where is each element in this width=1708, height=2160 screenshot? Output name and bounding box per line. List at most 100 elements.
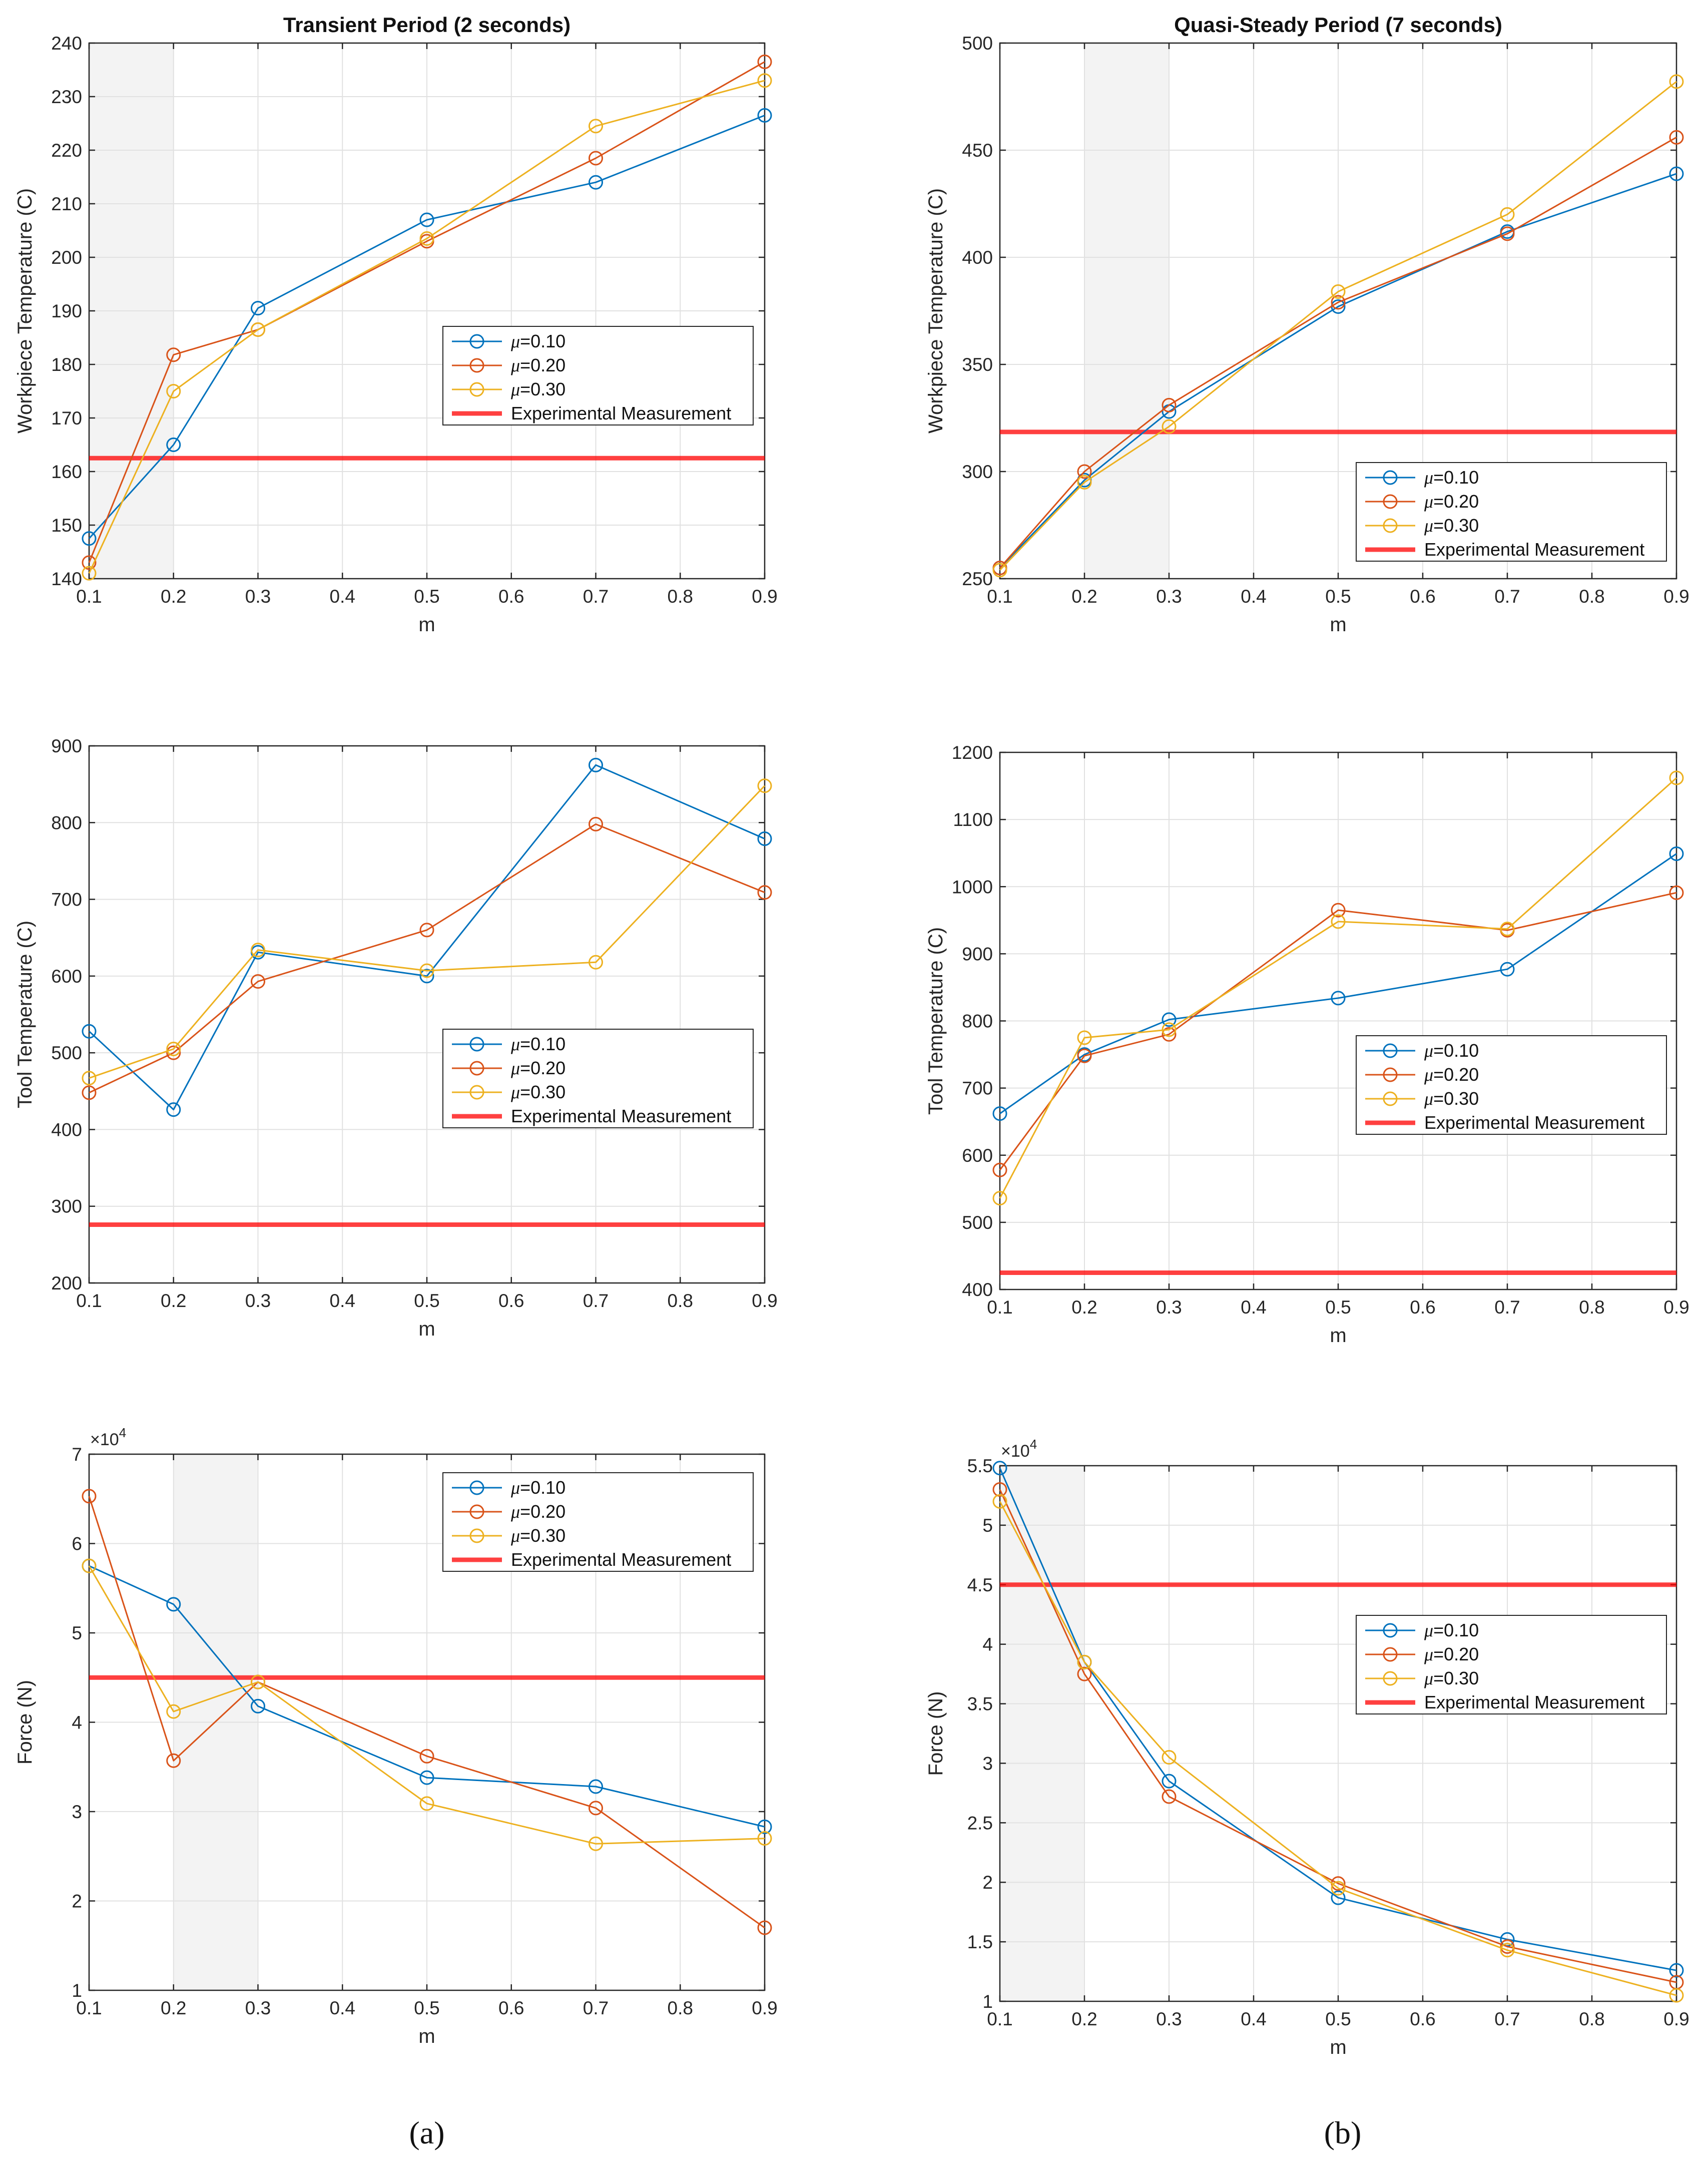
data-point bbox=[1500, 207, 1515, 222]
data-point bbox=[1331, 284, 1346, 299]
data-point bbox=[1669, 130, 1684, 145]
data-point bbox=[82, 1085, 97, 1100]
legend-marker bbox=[469, 1480, 484, 1495]
data-point bbox=[757, 108, 772, 123]
x-tick-label: 0.8 bbox=[1579, 1297, 1604, 1318]
data-point bbox=[757, 885, 772, 900]
legend-marker bbox=[469, 1528, 484, 1543]
legend-marker bbox=[1383, 494, 1398, 509]
x-tick-label: 0.9 bbox=[752, 1998, 777, 2018]
data-point bbox=[166, 384, 181, 398]
series-line bbox=[999, 777, 1677, 1199]
y-tick-label: 1.5 bbox=[967, 1932, 993, 1952]
y-tick-label: 1 bbox=[982, 1991, 993, 2012]
y-tick-label: 600 bbox=[51, 966, 82, 987]
data-point bbox=[757, 778, 772, 793]
data-point bbox=[251, 1674, 265, 1689]
legend-marker bbox=[469, 1061, 484, 1076]
legend-mu-value: =0.10 bbox=[1433, 1620, 1479, 1640]
y-tick-label: 1100 bbox=[953, 809, 993, 830]
data-point bbox=[1162, 1012, 1177, 1027]
data-point bbox=[1162, 1774, 1177, 1789]
y-tick-label: 3 bbox=[982, 1753, 993, 1774]
data-point bbox=[1162, 1022, 1177, 1037]
legend-box bbox=[442, 1029, 754, 1128]
data-point bbox=[757, 1819, 772, 1834]
y-tick-label: 2 bbox=[72, 1891, 82, 1912]
x-tick-label: 0.5 bbox=[414, 586, 439, 607]
y-axis-label: Tool Temperature (C) bbox=[14, 921, 36, 1108]
y-tick-label: 240 bbox=[51, 33, 82, 54]
data-point bbox=[419, 1749, 434, 1764]
data-point bbox=[1500, 962, 1515, 977]
data-point bbox=[251, 943, 265, 958]
legend-mu-symbol: μ bbox=[1424, 1668, 1433, 1688]
x-tick-label: 0.6 bbox=[1410, 586, 1435, 607]
y-tick-label: 4 bbox=[72, 1712, 82, 1733]
x-tick-label: 0.9 bbox=[752, 586, 777, 607]
x-axis-label: m bbox=[418, 2025, 435, 2047]
legend-box bbox=[442, 326, 754, 425]
x-tick-label: 0.4 bbox=[1241, 1297, 1266, 1318]
legend-marker bbox=[469, 358, 484, 373]
data-point bbox=[589, 175, 603, 190]
data-point bbox=[992, 563, 1007, 578]
data-point bbox=[589, 151, 603, 166]
data-point bbox=[82, 531, 97, 546]
legend-marker bbox=[469, 1085, 484, 1100]
data-point bbox=[82, 566, 97, 581]
data-point bbox=[166, 1102, 181, 1117]
data-point bbox=[82, 1071, 97, 1086]
x-tick-label: 0.8 bbox=[668, 1290, 693, 1311]
x-axis-label: m bbox=[1330, 1325, 1346, 1347]
legend-marker bbox=[1383, 1623, 1398, 1638]
data-point bbox=[1162, 1789, 1177, 1804]
data-point bbox=[1331, 903, 1346, 918]
data-point bbox=[1077, 464, 1092, 479]
x-tick-label: 0.7 bbox=[583, 1998, 609, 2018]
legend-entry: μ=0.30 bbox=[510, 379, 565, 399]
y-tick-label: 4 bbox=[982, 1634, 993, 1655]
chart-title: Quasi-Steady Period (7 seconds) bbox=[1174, 13, 1502, 37]
x-tick-label: 0.4 bbox=[330, 1290, 355, 1311]
legend-box bbox=[442, 1472, 754, 1572]
legend-entry: Experimental Measurement bbox=[511, 1106, 731, 1126]
x-tick-label: 0.2 bbox=[161, 586, 186, 607]
chart-title: Transient Period (2 seconds) bbox=[283, 13, 571, 37]
data-point bbox=[1500, 226, 1515, 241]
x-tick-label: 0.9 bbox=[1663, 2009, 1689, 2029]
legend-box bbox=[1356, 462, 1667, 562]
y-tick-label: 3 bbox=[72, 1802, 82, 1822]
x-tick-label: 0.4 bbox=[1241, 586, 1266, 607]
legend-entry: μ=0.30 bbox=[510, 1525, 565, 1546]
series-line bbox=[88, 764, 765, 1111]
data-point bbox=[82, 1489, 97, 1504]
legend-marker bbox=[1383, 1067, 1398, 1082]
shaded-region bbox=[1084, 43, 1169, 579]
x-tick-label: 0.6 bbox=[498, 1290, 524, 1311]
y-tick-label: 900 bbox=[962, 944, 993, 964]
legend-mu-symbol: μ bbox=[510, 1034, 520, 1054]
series-line bbox=[999, 1489, 1677, 1983]
legend-mu-value: =0.10 bbox=[1433, 467, 1479, 488]
series-3 bbox=[992, 74, 1684, 578]
series-1 bbox=[82, 108, 772, 546]
legend-marker bbox=[1383, 518, 1398, 533]
legend-mu-symbol: μ bbox=[510, 379, 520, 399]
y-tick-label: 450 bbox=[962, 140, 993, 161]
legend-mu-symbol: μ bbox=[1424, 516, 1433, 536]
legend-mu-value: =0.20 bbox=[1433, 491, 1479, 512]
y-tick-label: 6 bbox=[72, 1534, 82, 1554]
data-point bbox=[589, 757, 603, 772]
legend-mu-value: =0.30 bbox=[520, 1082, 565, 1102]
data-point bbox=[1331, 1881, 1346, 1896]
x-tick-label: 0.6 bbox=[1410, 2009, 1435, 2029]
legend-mu-symbol: μ bbox=[1424, 1644, 1433, 1664]
panel-label: (a) bbox=[409, 2115, 444, 2150]
data-point bbox=[251, 301, 265, 316]
data-point bbox=[166, 1041, 181, 1056]
